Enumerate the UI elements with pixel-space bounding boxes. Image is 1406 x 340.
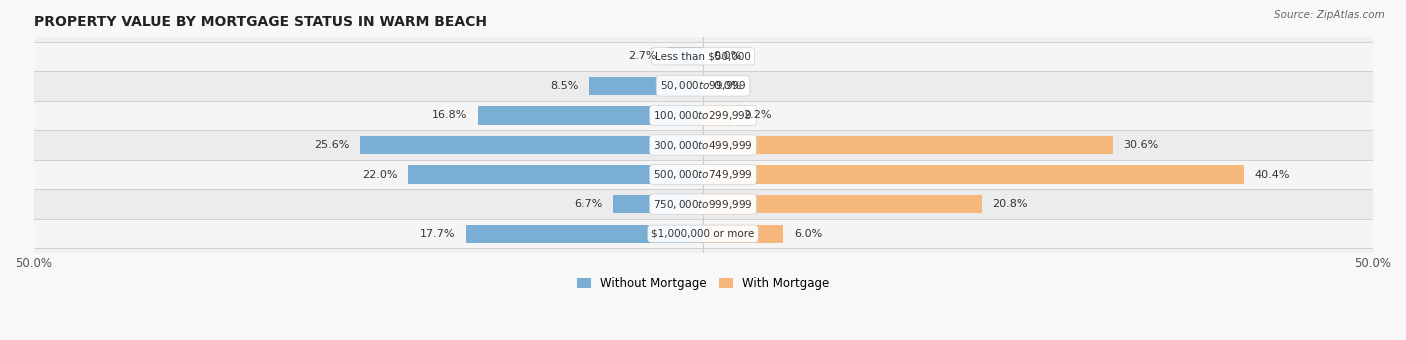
Bar: [613, 195, 703, 213]
Text: $50,000 to $99,999: $50,000 to $99,999: [659, 79, 747, 92]
Text: 2.7%: 2.7%: [627, 51, 657, 61]
Text: 6.7%: 6.7%: [574, 199, 603, 209]
Text: Less than $50,000: Less than $50,000: [655, 51, 751, 61]
Bar: [703, 106, 733, 125]
Bar: [703, 224, 783, 243]
Text: 16.8%: 16.8%: [432, 110, 467, 120]
Bar: [34, 160, 1372, 189]
Bar: [34, 41, 1372, 71]
Text: Source: ZipAtlas.com: Source: ZipAtlas.com: [1274, 10, 1385, 20]
Bar: [408, 165, 703, 184]
Bar: [478, 106, 703, 125]
Bar: [703, 195, 981, 213]
Text: $1,000,000 or more: $1,000,000 or more: [651, 229, 755, 239]
Text: 6.0%: 6.0%: [794, 229, 823, 239]
Bar: [465, 224, 703, 243]
Text: 40.4%: 40.4%: [1254, 170, 1291, 180]
Bar: [703, 136, 1112, 154]
Text: $100,000 to $299,999: $100,000 to $299,999: [654, 109, 752, 122]
Text: PROPERTY VALUE BY MORTGAGE STATUS IN WARM BEACH: PROPERTY VALUE BY MORTGAGE STATUS IN WAR…: [34, 15, 486, 29]
Text: 0.0%: 0.0%: [714, 51, 742, 61]
Text: 17.7%: 17.7%: [420, 229, 456, 239]
Bar: [666, 47, 703, 66]
Bar: [34, 189, 1372, 219]
Text: 25.6%: 25.6%: [314, 140, 350, 150]
Text: $300,000 to $499,999: $300,000 to $499,999: [654, 138, 752, 152]
Bar: [34, 101, 1372, 130]
Text: $750,000 to $999,999: $750,000 to $999,999: [654, 198, 752, 211]
Legend: Without Mortgage, With Mortgage: Without Mortgage, With Mortgage: [572, 272, 834, 294]
Text: 30.6%: 30.6%: [1123, 140, 1159, 150]
Text: $500,000 to $749,999: $500,000 to $749,999: [654, 168, 752, 181]
Text: 22.0%: 22.0%: [363, 170, 398, 180]
Bar: [34, 71, 1372, 101]
Text: 0.0%: 0.0%: [714, 81, 742, 91]
Text: 2.2%: 2.2%: [744, 110, 772, 120]
Text: 8.5%: 8.5%: [550, 81, 578, 91]
Bar: [589, 77, 703, 95]
Bar: [34, 219, 1372, 249]
Bar: [703, 165, 1244, 184]
Text: 20.8%: 20.8%: [993, 199, 1028, 209]
Bar: [34, 130, 1372, 160]
Bar: [360, 136, 703, 154]
